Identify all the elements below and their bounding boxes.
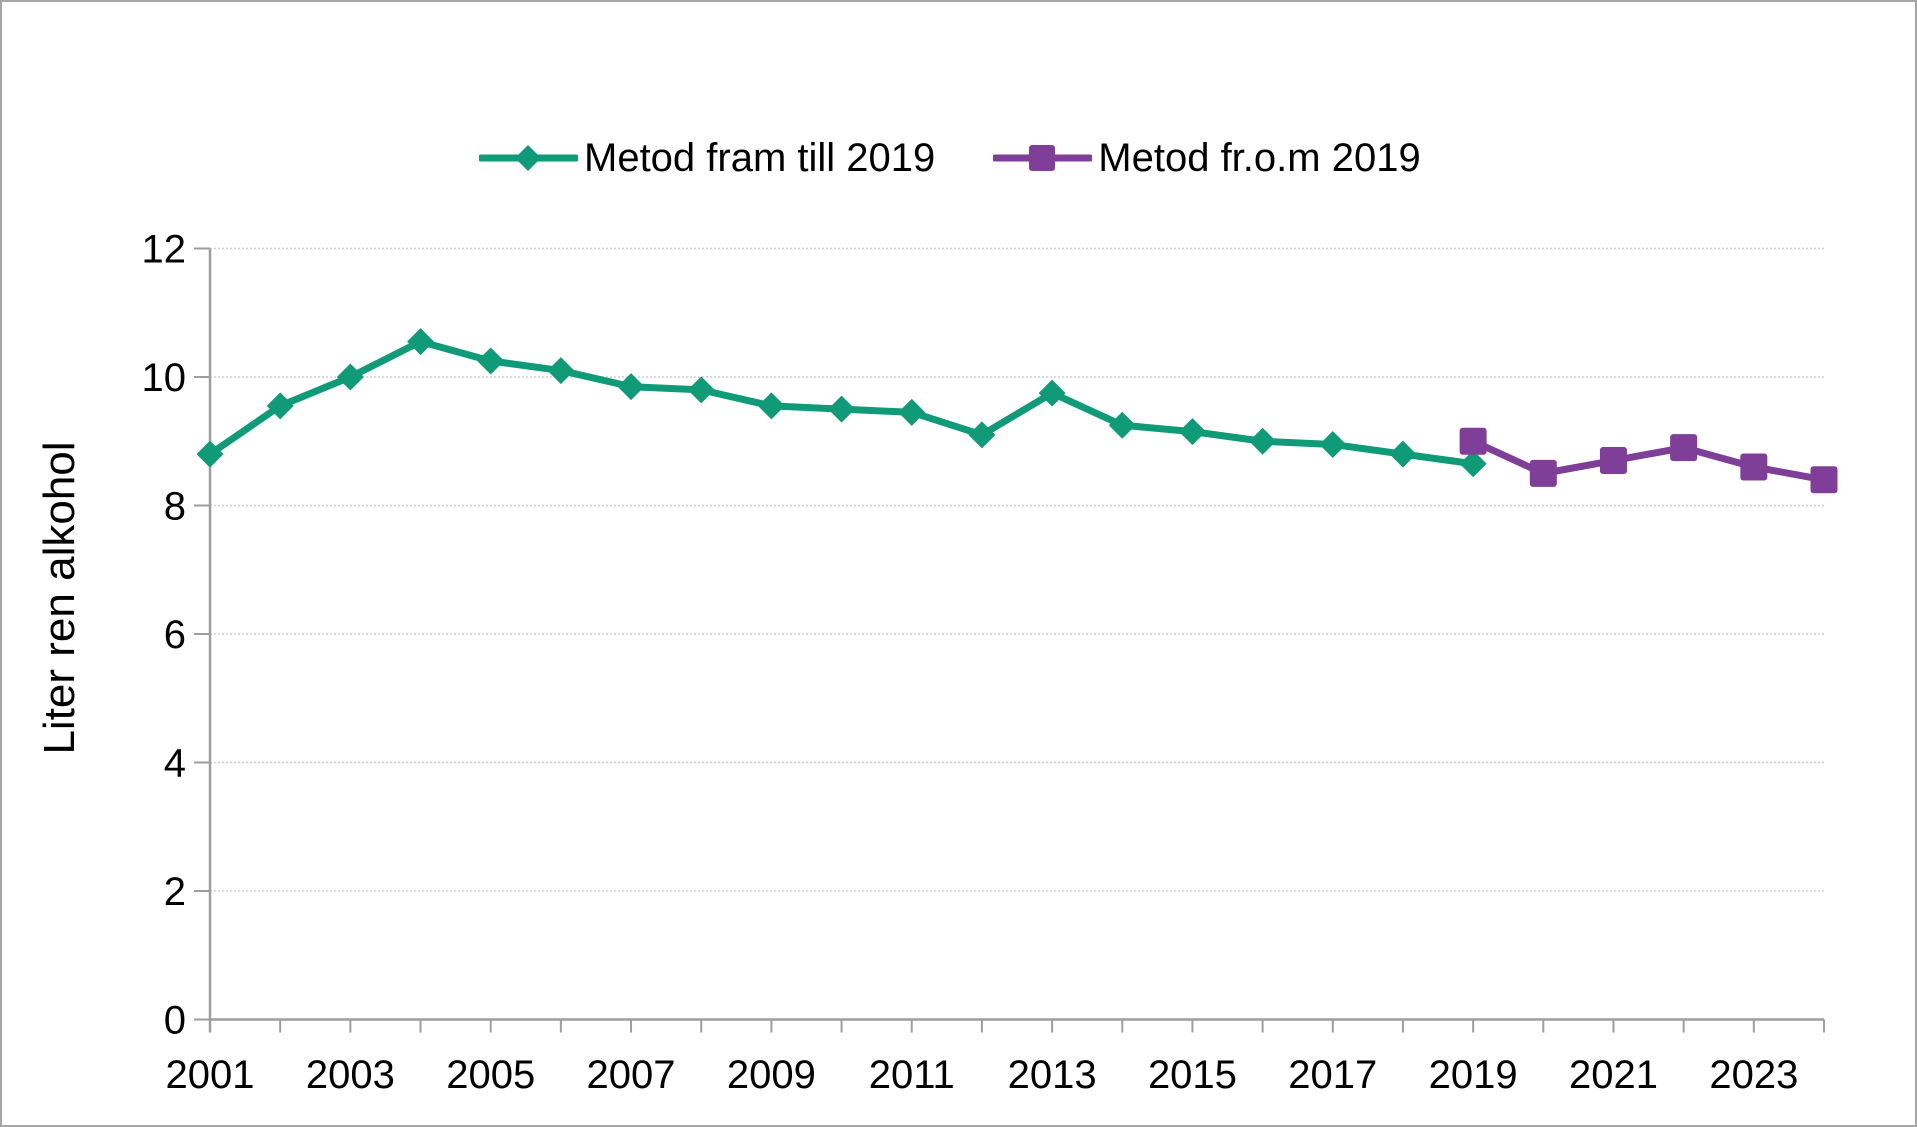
data-point-2013-old-method xyxy=(1038,379,1066,407)
data-point-2019-old-method xyxy=(1459,450,1487,478)
data-point-2021-new-method xyxy=(1599,447,1627,475)
data-point-2012-old-method xyxy=(968,421,996,449)
y-tick-label-12: 12 xyxy=(142,228,187,272)
legend-label: Metod fram till 2019 xyxy=(584,136,936,180)
data-point-2010-old-method xyxy=(828,395,856,423)
x-tick-label-2003: 2003 xyxy=(306,1053,395,1097)
legend-square-line-icon xyxy=(993,145,1093,171)
x-tick-label-2019: 2019 xyxy=(1429,1053,1518,1097)
y-tick-label-0: 0 xyxy=(164,999,186,1043)
data-point-2008-old-method xyxy=(687,376,715,404)
data-point-2003-old-method xyxy=(336,363,364,391)
data-point-2009-old-method xyxy=(757,392,785,420)
data-point-2020-new-method xyxy=(1529,459,1557,487)
legend: Metod fram till 2019 Metod fr.o.m 2019 xyxy=(479,136,1421,180)
data-point-2023-new-method xyxy=(1740,453,1768,481)
legend-item-metod-from-2019: Metod fr.o.m 2019 xyxy=(993,136,1421,180)
data-point-2005-old-method xyxy=(477,347,505,375)
data-point-2002-old-method xyxy=(266,392,294,420)
x-tick-label-2005: 2005 xyxy=(446,1053,535,1097)
data-point-2007-old-method xyxy=(617,373,645,401)
data-point-2015-old-method xyxy=(1178,418,1206,446)
x-tick-label-2001: 2001 xyxy=(166,1053,255,1097)
data-point-2022-new-method xyxy=(1670,434,1698,462)
data-point-2016-old-method xyxy=(1249,427,1277,455)
legend-label: Metod fr.o.m 2019 xyxy=(1098,136,1421,180)
y-tick-label-4: 4 xyxy=(164,742,186,786)
y-tick-label-10: 10 xyxy=(142,356,187,400)
data-point-2001-old-method xyxy=(196,440,224,468)
legend-diamond-line-icon xyxy=(479,145,578,171)
data-point-2024-new-method xyxy=(1810,466,1838,494)
x-tick-label-2013: 2013 xyxy=(1008,1053,1097,1097)
data-point-2017-old-method xyxy=(1319,430,1347,458)
data-point-2004-old-method xyxy=(407,328,435,356)
data-point-2006-old-method xyxy=(547,357,575,385)
x-tick-label-2009: 2009 xyxy=(727,1053,816,1097)
legend-item-metod-fram-till-2019: Metod fram till 2019 xyxy=(479,136,935,180)
data-point-2018-old-method xyxy=(1389,440,1417,468)
x-tick-label-2007: 2007 xyxy=(587,1053,676,1097)
x-tick-label-2017: 2017 xyxy=(1288,1053,1377,1097)
data-point-2014-old-method xyxy=(1108,411,1136,439)
y-axis-title: Liter ren alkohol xyxy=(35,441,84,755)
x-tick-label-2011: 2011 xyxy=(869,1053,955,1097)
y-tick-label-2: 2 xyxy=(164,870,186,914)
data-point-2011-old-method xyxy=(898,398,926,426)
series-line-metod-from-2019 xyxy=(1469,437,1828,484)
y-tick-label-8: 8 xyxy=(164,485,186,529)
data-point-2019-new-method xyxy=(1459,427,1487,455)
y-tick-label-6: 6 xyxy=(164,613,186,657)
x-tick-label-2015: 2015 xyxy=(1148,1053,1237,1097)
x-tick-label-2021: 2021 xyxy=(1569,1053,1658,1097)
x-tick-label-2023: 2023 xyxy=(1709,1053,1798,1097)
